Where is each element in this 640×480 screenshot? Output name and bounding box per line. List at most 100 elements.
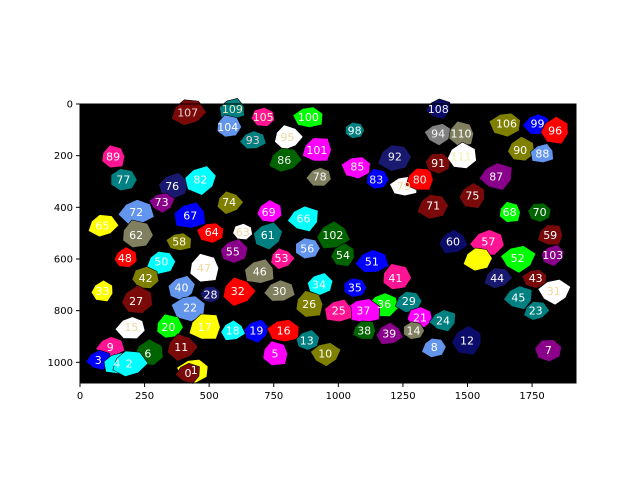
segment-label-62: 62 [129, 229, 143, 242]
segment-label-21: 21 [413, 311, 427, 324]
region-50 [146, 250, 176, 275]
axes-frame [79, 103, 577, 384]
segment-label-35: 35 [348, 282, 362, 295]
segment-label-94: 94 [431, 128, 445, 141]
region-43 [521, 269, 547, 289]
region-93 [239, 130, 267, 150]
segment-label-4: 4 [113, 357, 120, 370]
region-30 [263, 279, 296, 302]
segment-label-75: 75 [465, 190, 479, 203]
segment-label-23: 23 [529, 305, 543, 318]
region-70 [527, 202, 552, 223]
region-48 [113, 246, 138, 268]
segment-label-102: 102 [322, 229, 343, 242]
region-85 [340, 156, 371, 180]
segment-label-6: 6 [144, 348, 151, 361]
region-46 [244, 258, 275, 284]
segment-label-57: 57 [481, 236, 495, 249]
segment-label-69: 69 [262, 206, 276, 219]
segment-label-88: 88 [535, 147, 549, 160]
region-56 [295, 237, 321, 260]
region-98 [345, 121, 366, 139]
segment-label-87: 87 [489, 170, 503, 183]
region-102 [316, 220, 351, 250]
region-71 [416, 194, 449, 220]
region-86 [268, 147, 303, 173]
region-104 [216, 114, 242, 138]
segment-label-52: 52 [511, 252, 525, 265]
region-78 [305, 167, 332, 187]
segment-label-1: 1 [191, 364, 198, 377]
segment-label-2: 2 [126, 357, 133, 370]
segment-label-90: 90 [513, 144, 527, 157]
x-tick-label: 1750 [519, 391, 544, 402]
region-27 [121, 284, 153, 314]
segment-label-30: 30 [272, 285, 286, 298]
segment-label-78: 78 [313, 170, 327, 183]
y-tick-label: 1000 [48, 358, 73, 369]
region-45 [503, 285, 533, 310]
segment-label-26: 26 [302, 298, 316, 311]
segment-label-93: 93 [246, 134, 260, 147]
segment-label-10: 10 [318, 348, 332, 361]
segmented-regions [85, 97, 572, 384]
segment-label-104: 104 [217, 121, 238, 134]
segment-label-39: 39 [382, 328, 396, 341]
segment-label-24: 24 [436, 315, 450, 328]
region-32 [222, 276, 257, 307]
region-51 [354, 249, 390, 273]
region-103 [541, 244, 565, 267]
segment-label-0: 0 [185, 367, 192, 380]
y-tick-label: 800 [54, 306, 73, 317]
region-87 [478, 162, 513, 191]
x-tick-label: 1500 [455, 391, 480, 402]
segment-label-71: 71 [426, 200, 440, 213]
segment-label-60: 60 [446, 236, 460, 249]
segment-label-38: 38 [357, 325, 371, 338]
y-tick-label: 400 [54, 203, 73, 214]
region-90 [507, 136, 535, 162]
region-50b [462, 247, 493, 272]
region-3 [85, 349, 111, 371]
region-101 [302, 137, 332, 162]
segment-label-67: 67 [183, 209, 197, 222]
segment-label-61: 61 [261, 229, 275, 242]
segment-label-33: 33 [96, 285, 110, 298]
segment-label-109: 109 [222, 103, 243, 116]
y-axis: 0 200 400 600 800 1000 [48, 100, 80, 369]
region-41 [382, 263, 412, 290]
segment-label-91: 91 [431, 157, 445, 170]
segment-label-64: 64 [205, 226, 219, 239]
region-105 [250, 106, 275, 127]
region-67 [173, 201, 206, 229]
segment-label-76: 76 [165, 180, 179, 193]
segment-label-22: 22 [183, 301, 197, 314]
region-106 [488, 112, 521, 138]
region-34 [307, 272, 334, 296]
segment-label-5: 5 [272, 348, 279, 361]
region-5 [262, 340, 289, 366]
segment-label-16: 16 [277, 325, 291, 338]
segment-label-83: 83 [369, 174, 383, 187]
segment-label-48: 48 [118, 252, 132, 265]
segment-label-82: 82 [193, 174, 207, 187]
segment-label-80: 80 [413, 174, 427, 187]
segment-label-96: 96 [548, 124, 562, 137]
region-8 [421, 337, 447, 358]
segment-label-44: 44 [490, 272, 504, 285]
segment-label-18: 18 [226, 325, 240, 338]
region-33 [90, 279, 114, 303]
y-tick-label: 600 [54, 255, 73, 266]
region-12 [451, 325, 482, 356]
segment-label-9: 9 [107, 341, 114, 354]
segment-label-105: 105 [253, 111, 274, 124]
region-15 [114, 316, 146, 340]
segment-label-32: 32 [231, 285, 245, 298]
segment-label-98: 98 [348, 124, 362, 137]
region-38 [352, 320, 376, 340]
segment-label-15: 15 [124, 321, 138, 334]
segment-label-17: 17 [198, 321, 212, 334]
region-19 [243, 319, 270, 344]
region-14 [403, 321, 425, 340]
region-61 [253, 221, 283, 251]
